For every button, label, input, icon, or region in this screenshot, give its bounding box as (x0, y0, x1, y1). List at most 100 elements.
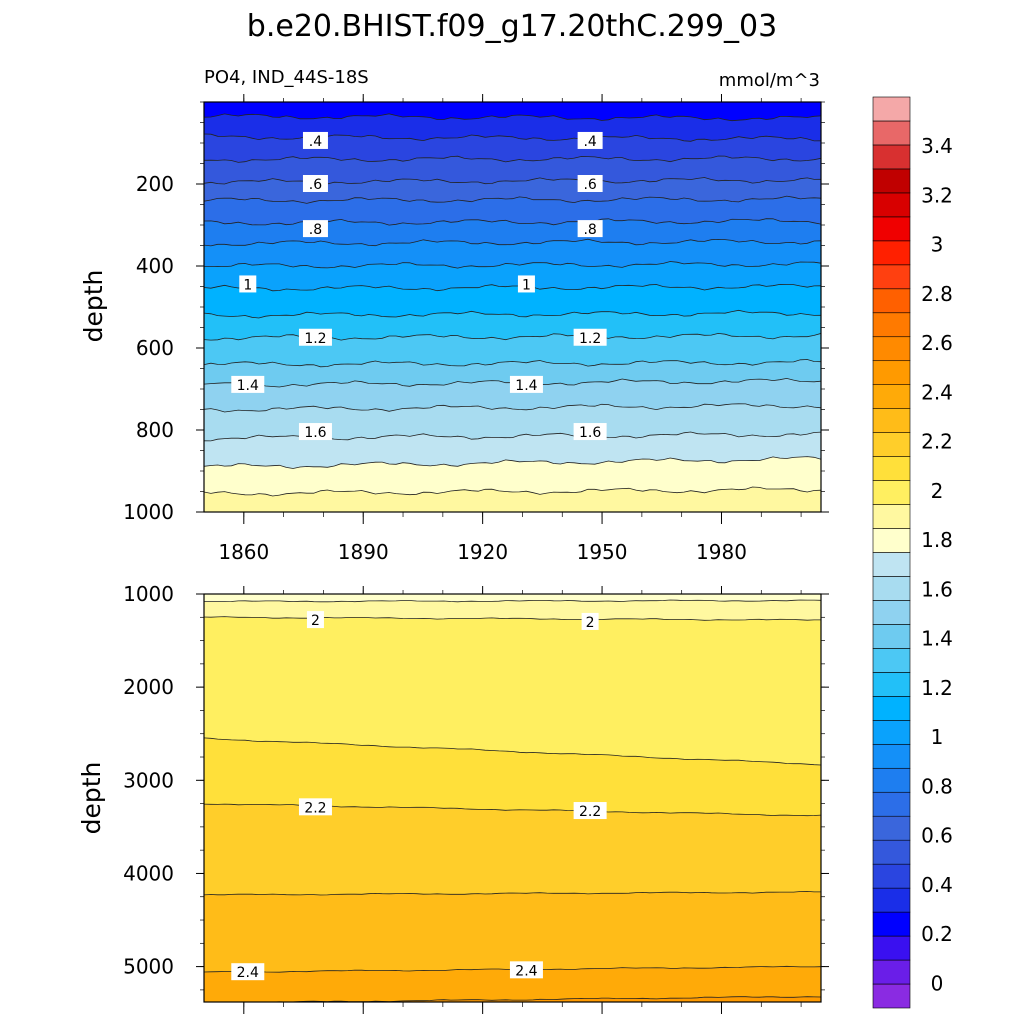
contour-band (204, 487, 821, 512)
contour-line (204, 113, 821, 122)
colorbar-label: 1.4 (921, 627, 953, 651)
contour-label: .6 (577, 175, 603, 193)
colorbar-label: 3 (931, 233, 944, 257)
contour-label-text: .4 (309, 134, 322, 150)
colorbar-box (872, 480, 911, 505)
contour-label-text: 1.2 (579, 331, 601, 347)
contour-label-text: 2.2 (579, 804, 601, 820)
contour-line (204, 456, 821, 469)
colorbar-label: 0 (931, 971, 944, 995)
colorbar-box (872, 264, 911, 290)
y-tick-label: 2000 (123, 675, 174, 699)
y-tick-label: 400 (136, 254, 174, 278)
contour-label: 1 (239, 275, 257, 293)
contour-label: .4 (302, 131, 328, 150)
colorbar-box (872, 384, 911, 409)
contour-label-text: .8 (309, 222, 322, 238)
colorbar-label: 3.4 (921, 134, 953, 158)
colorbar-box (872, 360, 911, 385)
contour-line (204, 890, 821, 896)
contour-label-text: 1.2 (304, 331, 326, 347)
contour-label-text: 1 (243, 277, 252, 293)
colorbar-box (872, 192, 911, 218)
colorbar-label: 0.6 (921, 824, 953, 848)
contour-label: 1.2 (573, 328, 607, 347)
colorbar-box (872, 240, 911, 266)
colorbar-box (872, 576, 911, 601)
contour-label-text: .8 (583, 222, 596, 238)
contour-label-text: 2 (586, 615, 595, 631)
y-tick-label: 4000 (123, 861, 174, 885)
contour-line (204, 996, 821, 1002)
colorbar-label: 1.8 (921, 528, 953, 552)
colorbar-box (872, 815, 911, 841)
contour-line (204, 486, 821, 497)
colorbar-box (872, 96, 911, 122)
x-tick-labels: 1860 1890 1920 1950 1980 (218, 540, 747, 564)
colorbar-label: 1.2 (921, 676, 953, 700)
colorbar-box (872, 648, 911, 673)
colorbar-box (872, 767, 911, 793)
colorbar-box (872, 120, 911, 146)
colorbar-box (872, 144, 911, 170)
y-axis-label-upper: depth (79, 270, 108, 343)
contour-line (204, 359, 821, 368)
contour-band (204, 996, 821, 1002)
plot-frame (203, 593, 822, 1003)
colorbar-box (872, 408, 911, 433)
colorbar-label: 3.2 (921, 183, 953, 207)
colorbar-box (872, 600, 911, 625)
colorbar-label: 0.4 (921, 873, 953, 897)
x-tick-label: 1890 (338, 540, 389, 564)
contour-label: .6 (302, 175, 328, 193)
colorbar-box (872, 935, 911, 961)
contour-label: 1 (517, 275, 535, 293)
colorbar-box (872, 456, 911, 481)
colorbar-box (872, 336, 911, 362)
colorbar-box (872, 791, 911, 817)
colorbar-box (872, 432, 911, 457)
colorbar-label: 0.8 (921, 774, 953, 798)
contour-label-text: 2.4 (515, 963, 537, 979)
colorbar-box (872, 983, 911, 1009)
contour-label: 1.2 (298, 328, 332, 347)
colorbar-label: 1.6 (921, 577, 953, 601)
colorbar-box (872, 216, 911, 242)
contour-label-text: 2 (311, 613, 320, 629)
contour-label: 1.4 (509, 375, 543, 394)
contour-label-text: 1 (522, 277, 531, 293)
contour-label-text: 1.6 (304, 425, 326, 441)
upper-panel: .4 .4 .6 .6 .8 .8 1 1 1.2 1.2 1.4 1.4 1.6 1.6 200 400 60… (123, 94, 829, 524)
y-tick-label: 800 (136, 418, 174, 442)
contour-line (204, 616, 821, 621)
contour-label: .8 (302, 220, 328, 238)
contour-label: 2 (306, 611, 324, 629)
colorbar-label: 2.4 (921, 380, 953, 404)
colorbar-box (872, 288, 911, 314)
y-tick-label: 1000 (123, 582, 174, 606)
x-tick-label: 1920 (457, 540, 508, 564)
contour-label-text: 1.4 (515, 378, 537, 394)
contour-line (204, 261, 821, 269)
contour-label: 2.2 (573, 802, 607, 820)
contour-label: 1.4 (231, 375, 265, 394)
colorbar-box (872, 672, 911, 697)
y-tick-label: 3000 (123, 768, 174, 792)
colorbar-box (872, 504, 911, 529)
colorbar-box (872, 887, 911, 913)
colorbar-box (872, 863, 911, 889)
contour-line (204, 309, 821, 319)
y-tick-label: 1000 (123, 500, 174, 524)
contour-line (204, 195, 821, 204)
contour-line (204, 599, 821, 603)
variable-region-label: PO4, IND_44S-18S (204, 67, 369, 88)
contour-label: 2.4 (509, 961, 543, 979)
colorbar-box (872, 312, 911, 338)
contour-line (204, 403, 821, 413)
chart-title: b.e20.BHIST.f09_g17.20thC.299_03 (247, 9, 777, 44)
colorbar: 0 0.2 0.4 0.6 0.8 1 1.2 1.4 1.6 1.8 2 2.2 2.4 2.6 2.8 3… (872, 96, 953, 1009)
y-tick-label: 200 (136, 172, 174, 196)
contour-label: 2.4 (231, 963, 265, 981)
colorbar-box (872, 696, 911, 721)
